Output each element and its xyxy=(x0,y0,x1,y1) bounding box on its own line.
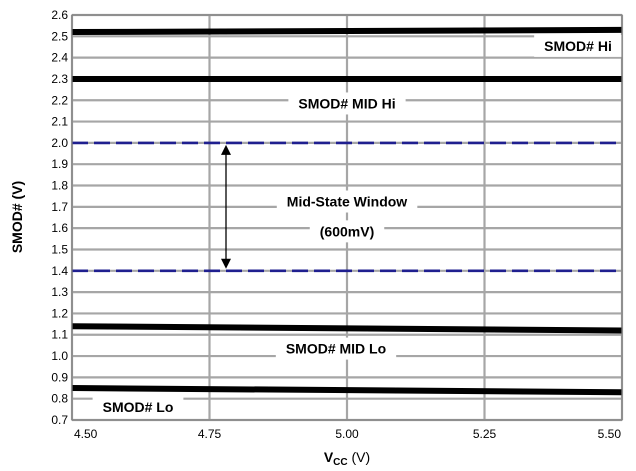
x-axis-title-unit: (V) xyxy=(348,449,371,465)
x-axis-title-sub: CC xyxy=(333,457,347,468)
annotation-background xyxy=(534,34,622,57)
x-tick-label: 5.25 xyxy=(473,427,497,441)
series-line xyxy=(71,26,623,36)
annotation-background xyxy=(288,92,406,115)
y-tick-label: 1.8 xyxy=(51,179,68,193)
annotation-label: SMOD# MID Hi xyxy=(298,95,395,111)
annotation-layer: SMOD# Hi SMOD# MID Hi Mid-State Window (600… xyxy=(92,34,622,419)
y-tick-label: 2.0 xyxy=(51,136,68,150)
annotation-label: SMOD# Lo xyxy=(103,399,174,415)
x-tick-label: 5.00 xyxy=(335,427,359,441)
x-tick-label: 4.75 xyxy=(198,427,222,441)
x-axis-title: VCC (V) xyxy=(324,449,370,468)
annotation-background xyxy=(276,190,418,213)
y-tick-label: 0.7 xyxy=(51,413,68,427)
y-tick-label: 1.0 xyxy=(51,349,68,363)
y-tick-label: 1.1 xyxy=(51,328,68,342)
annotation-label: SMOD# MID Lo xyxy=(286,341,386,357)
annotation-background xyxy=(92,396,184,419)
reference-lines xyxy=(72,141,622,273)
x-tick-label: 5.50 xyxy=(598,427,622,441)
series-line xyxy=(71,323,623,334)
annotation-label: Mid-State Window xyxy=(287,194,408,210)
y-tick-label: 1.4 xyxy=(51,264,68,278)
y-axis-title: SMOD# (V) xyxy=(9,181,25,253)
y-tick-label: 1.9 xyxy=(51,157,68,171)
plot-frame xyxy=(71,14,623,421)
arrow-head-down xyxy=(221,258,231,269)
y-tick-labels: 0.7 0.8 0.9 1.0 1.1 1.2 1.3 1.4 1.5 1.6 1.7 1.8 1.9 2… xyxy=(51,8,68,427)
x-tick-labels: 4.50 4.75 5.00 5.25 5.50 xyxy=(74,427,621,441)
y-tick-label: 0.9 xyxy=(51,370,68,384)
window-arrow xyxy=(221,144,231,269)
series-layer xyxy=(71,26,623,396)
y-tick-label: 2.2 xyxy=(51,93,68,107)
y-tick-label: 1.6 xyxy=(51,221,68,235)
annotation-label: SMOD# Hi xyxy=(544,38,612,54)
x-axis-title-main: V xyxy=(324,449,334,465)
y-tick-label: 0.8 xyxy=(51,392,68,406)
y-tick-label: 2.4 xyxy=(51,51,68,65)
y-tick-label: 2.5 xyxy=(51,29,68,43)
x-tick-label: 4.50 xyxy=(74,427,98,441)
series-line xyxy=(71,385,623,396)
y-tick-label: 1.7 xyxy=(51,200,68,214)
y-tick-label: 2.3 xyxy=(51,72,68,86)
y-tick-label: 1.5 xyxy=(51,242,68,256)
annotation-background xyxy=(275,337,397,360)
y-tick-label: 1.2 xyxy=(51,306,68,320)
annotation-background xyxy=(309,220,385,243)
arrow-head-up xyxy=(221,144,231,155)
y-tick-label: 1.3 xyxy=(51,285,68,299)
annotation-label: (600mV) xyxy=(320,223,374,239)
y-tick-label: 2.1 xyxy=(51,115,68,129)
y-tick-label: 2.6 xyxy=(51,8,68,22)
